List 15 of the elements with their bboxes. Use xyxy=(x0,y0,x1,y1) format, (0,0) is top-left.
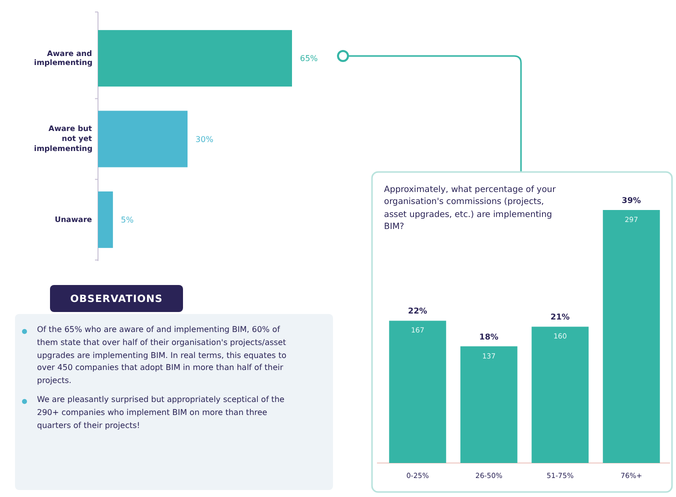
text: We are pleasantly surprised but appropriately sceptical of the 290+ companies who implement BIM on more than three quarters of their projects! xyxy=(37,394,286,432)
annotation: 39% xyxy=(622,196,641,205)
annotation: 18% xyxy=(479,332,498,342)
text: OBSERVATIONS xyxy=(70,294,163,305)
annotation: 22% xyxy=(408,306,428,316)
bar xyxy=(602,210,660,463)
annotation: 21% xyxy=(550,312,570,322)
data-label: 65% xyxy=(300,54,318,64)
data-label: 30% xyxy=(196,134,214,144)
bar xyxy=(389,320,446,463)
bar xyxy=(460,346,518,463)
text: Of the 65% who are aware of and implementing BIM, 60% of them state that over half of their organisation's projects/asset upgrades are implementing BIM. In real terms, this equates to over 450 companies that adopt BIM in more than half of their projects. xyxy=(37,324,288,388)
chart-title: Approximately, what percentage of your organisation's commissions (projects, asset upgrades, etc.) are implementing BIM? xyxy=(384,184,557,234)
data-label: 5% xyxy=(120,215,134,224)
bar xyxy=(532,326,589,463)
